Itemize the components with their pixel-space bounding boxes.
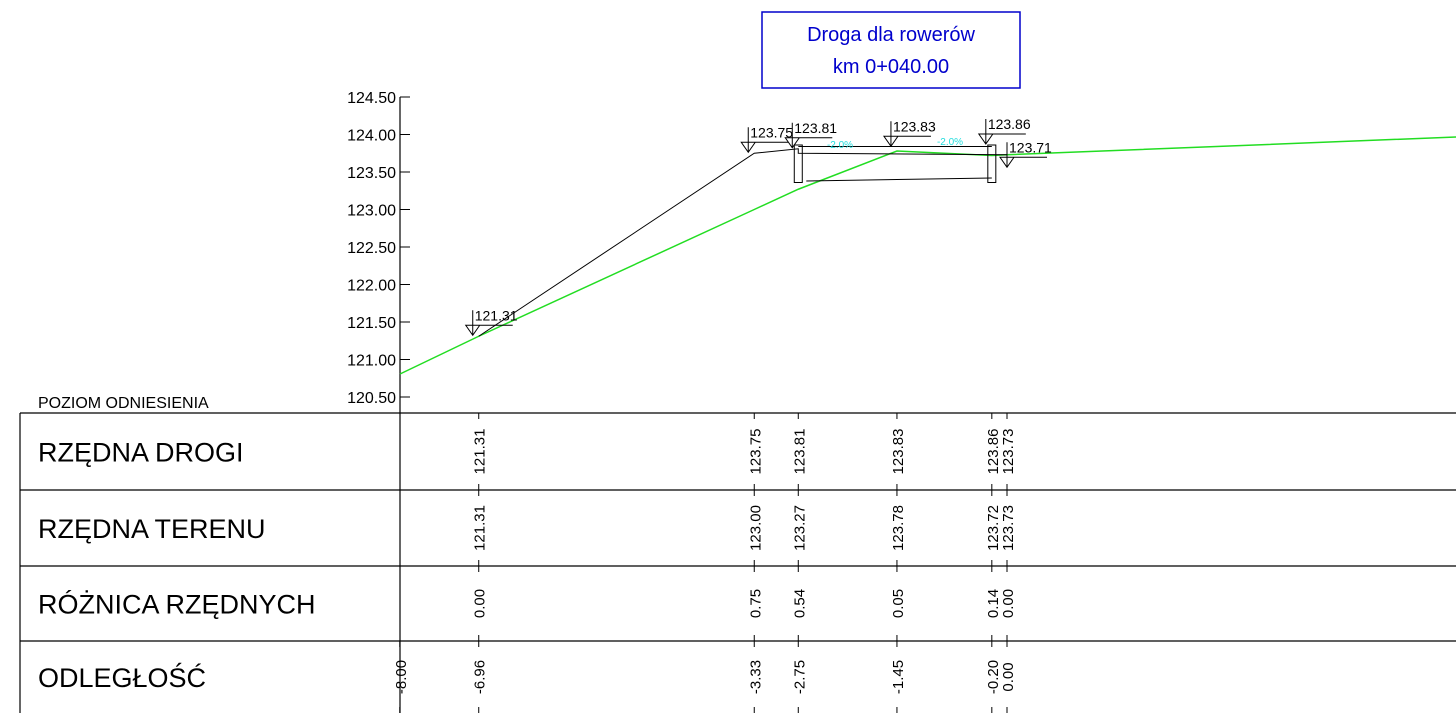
row-label: RZĘDNA DROGI — [38, 438, 244, 468]
level-marker — [882, 121, 931, 148]
cell-value: 123.72 — [985, 505, 1002, 551]
level-marker — [464, 310, 513, 337]
subtitle: km 0+040.00 — [833, 56, 949, 78]
title-box — [761, 11, 1021, 89]
cell-value: 123.00 — [747, 505, 764, 551]
table-grid — [19, 97, 1456, 713]
cell-value: 123.83 — [890, 429, 907, 475]
axis-label: 123.50 — [347, 165, 396, 182]
level-label: 123.83 — [893, 118, 936, 134]
curb — [793, 144, 803, 183]
slope-label: -2.0% — [827, 140, 853, 151]
cell-value: 0.54 — [791, 589, 808, 618]
axis-label: 124.00 — [347, 128, 396, 145]
cell-value: 0.05 — [890, 589, 907, 618]
cell-value: 0.00 — [1000, 589, 1017, 618]
title: Droga dla rowerów — [807, 24, 975, 46]
cell-value: -0.20 — [985, 660, 1002, 694]
axis-label: 122.00 — [347, 278, 396, 295]
level-label: 123.75 — [750, 124, 793, 140]
cell-value: -8.00 — [393, 660, 410, 694]
cell-value: -3.33 — [747, 660, 764, 694]
level-label: 123.81 — [794, 120, 837, 136]
cell-value: 0.00 — [1000, 662, 1017, 691]
axis-label: 123.00 — [347, 203, 396, 220]
cell-value: 123.86 — [985, 429, 1002, 475]
cell-value: -1.45 — [890, 660, 907, 694]
axis-label: 124.50 — [347, 90, 396, 107]
axis-label: 120.50 — [347, 390, 396, 407]
cell-value: 0.75 — [747, 589, 764, 618]
level-label: 121.31 — [475, 307, 518, 323]
road-line — [478, 148, 1008, 337]
cell-value: 123.78 — [890, 505, 907, 551]
road-base — [806, 177, 992, 182]
cell-value: 123.73 — [1000, 505, 1017, 551]
cell-value: 123.81 — [791, 429, 808, 475]
level-label: 123.71 — [1009, 139, 1052, 155]
cell-value: 0.00 — [472, 589, 489, 618]
level-label: 123.86 — [988, 116, 1031, 132]
cell-value: 123.27 — [791, 505, 808, 551]
level-marker — [740, 127, 789, 154]
row-label: RÓŻNICA RZĘDNYCH — [38, 589, 316, 620]
reference-label: POZIOM ODNIESIENIA — [38, 395, 209, 412]
axis-label: 121.50 — [347, 315, 396, 332]
terrain-line — [399, 136, 1456, 375]
slope-label: -2.0% — [937, 137, 963, 148]
level-marker — [784, 122, 833, 149]
cell-value: 123.73 — [1000, 429, 1017, 475]
cell-value: 0.14 — [985, 589, 1002, 618]
curb — [987, 144, 997, 183]
level-marker — [977, 119, 1026, 145]
cell-value: 123.75 — [747, 429, 764, 475]
cell-value: -2.75 — [791, 660, 808, 694]
row-label: RZĘDNA TERENU — [38, 514, 266, 544]
level-marker — [999, 142, 1047, 169]
cell-value: -6.96 — [472, 660, 489, 694]
axis-label: 122.50 — [347, 240, 396, 257]
cell-value: 121.31 — [472, 505, 489, 551]
row-label: ODLEGŁOŚĆ — [38, 661, 206, 693]
cell-value: 121.31 — [472, 429, 489, 475]
axis-label: 121.00 — [347, 353, 396, 370]
